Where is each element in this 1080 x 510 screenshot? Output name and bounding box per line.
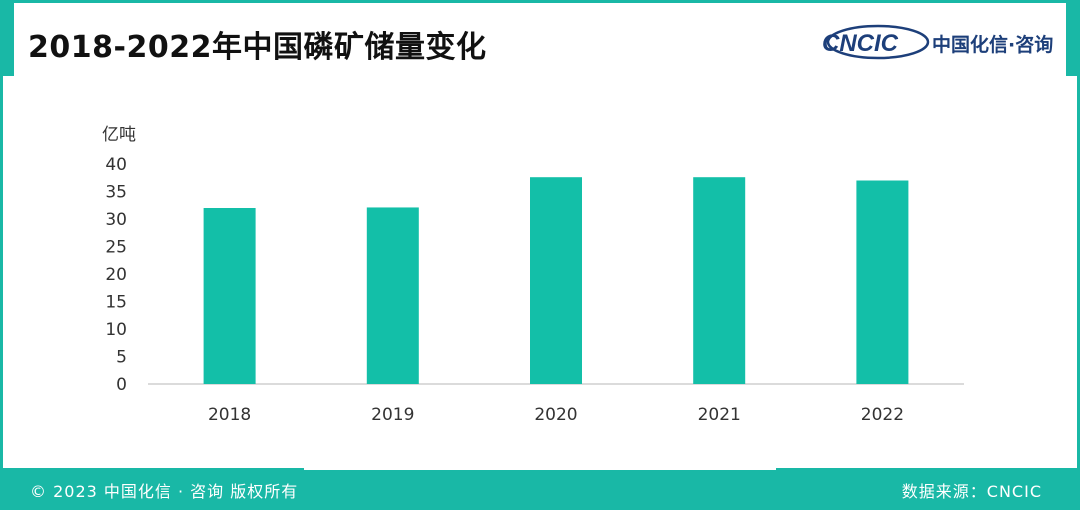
footer-bar <box>0 468 1080 510</box>
logo-text: 中国化信·咨询 <box>932 34 1054 56</box>
y-tick-label: 10 <box>105 320 127 340</box>
x-tick-label: 2020 <box>534 405 577 425</box>
x-tick-label: 2022 <box>861 405 904 425</box>
source-text: 数据来源：CNCIC <box>901 482 1042 501</box>
footer-tab <box>304 456 776 470</box>
y-tick-label: 20 <box>105 265 127 285</box>
left-accent-bar <box>0 0 14 76</box>
x-tick-label: 2018 <box>208 405 251 425</box>
copyright-text: © 2023 中国化信 · 咨询 版权所有 <box>30 482 299 501</box>
logo-mark-text: CNCIC <box>822 30 899 57</box>
x-axis-ticks: 2018 2019 2020 2021 2022 <box>208 405 904 425</box>
y-tick-label: 5 <box>116 348 127 368</box>
cncic-logo-mark-icon: CNCIC <box>822 24 930 60</box>
bar-2020 <box>530 177 582 384</box>
y-tick-label: 35 <box>105 183 127 203</box>
y-tick-label: 40 <box>105 155 127 175</box>
y-axis-unit-label: 亿吨 <box>102 125 136 145</box>
bars-group <box>203 177 909 384</box>
bar-2021 <box>693 177 746 384</box>
y-tick-label: 25 <box>105 238 127 258</box>
y-tick-label: 15 <box>105 293 127 313</box>
bar-2019 <box>366 207 419 384</box>
cncic-logo: CNCIC 中国化信·咨询 <box>816 18 1066 68</box>
x-tick-label: 2021 <box>698 405 741 425</box>
y-tick-label: 0 <box>116 375 127 395</box>
chart-title: 2018-2022年中国磷矿储量变化 <box>28 30 487 65</box>
bar-2022 <box>856 180 909 384</box>
bar-chart: 亿吨 0 5 10 15 20 25 30 35 40 2018 2019 2020 2021 2022 <box>102 125 964 425</box>
x-tick-label: 2019 <box>371 405 414 425</box>
y-axis-ticks: 0 5 10 15 20 25 30 35 40 <box>105 155 127 395</box>
y-tick-label: 30 <box>105 210 127 230</box>
right-accent-bar <box>1066 0 1080 76</box>
bar-2018 <box>203 208 256 384</box>
